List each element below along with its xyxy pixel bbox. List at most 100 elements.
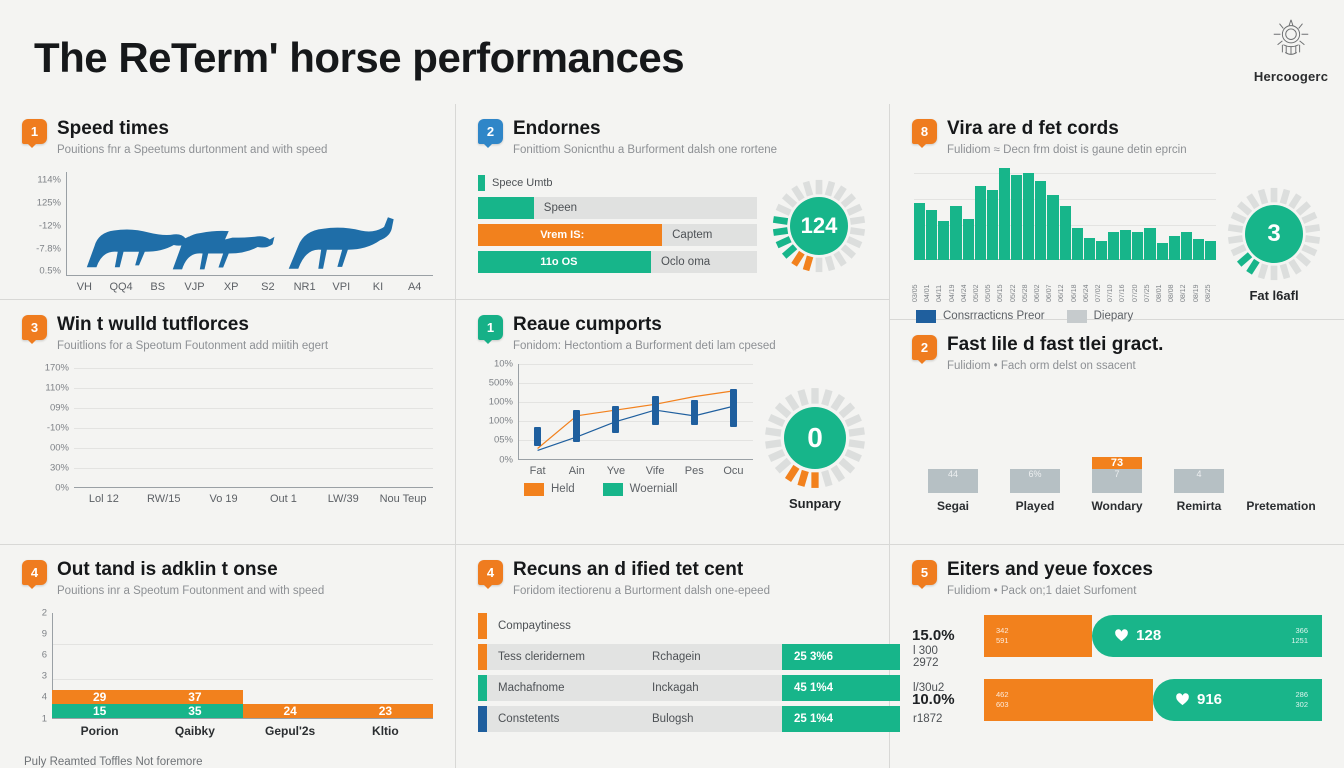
bar[interactable]	[974, 186, 986, 260]
gauge-tick	[1257, 188, 1269, 205]
panel-win-tutflorces: 3 Win t wulld tutflorces Fouitlions for …	[0, 300, 455, 544]
endornes-body: Spece Umtb Speen Vrem IS: Captem 11o OS	[478, 174, 867, 278]
line-plot: 10% 500% 100% 100% 05% 0%	[489, 358, 753, 465]
table-row[interactable]: Compaytiness	[478, 612, 867, 639]
table-row[interactable]: Machafnome Inckagah 45 1%4 l/30u2	[478, 674, 944, 701]
legend-item[interactable]: Diepary	[1066, 309, 1133, 323]
gauge-tick	[765, 426, 782, 437]
x-axis-label: 05/15	[997, 284, 1005, 302]
x-axis-label: Pretemation	[1246, 498, 1316, 513]
vira-gauge-wrap: 3 Fat l6afl	[1226, 168, 1322, 323]
candle-column[interactable]	[636, 364, 675, 460]
legend-item[interactable]: Woerniall	[602, 482, 678, 496]
bar-column[interactable]: 44	[912, 468, 994, 493]
gridline	[518, 402, 753, 404]
row-value-badge: 25 3%6	[782, 643, 900, 670]
bar[interactable]	[1035, 180, 1047, 260]
page-header: The ReTerm' horse performances Hercooger…	[0, 0, 1344, 104]
bar[interactable]	[1205, 241, 1217, 260]
panel-subtitle: Fonidom: Hectontiom a Burforment deti la…	[513, 339, 776, 352]
panel-title: Recuns an d ified tet cent	[513, 559, 744, 580]
gridline	[74, 467, 433, 469]
y-axis	[52, 612, 53, 719]
bar-column[interactable]: 6%	[994, 468, 1076, 493]
gauge-tick	[844, 413, 862, 427]
bar[interactable]	[1168, 235, 1180, 260]
legend-label: Woerniall	[629, 483, 678, 496]
bar[interactable]	[1095, 241, 1107, 260]
bar[interactable]	[1011, 175, 1023, 260]
bar[interactable]	[962, 219, 974, 260]
progress-row[interactable]: 15.0% 342 591 128 366 1251	[912, 614, 1322, 657]
bar[interactable]	[1180, 232, 1192, 260]
bar[interactable]	[1144, 228, 1156, 260]
bar[interactable]	[998, 167, 1010, 260]
table-row[interactable]: Tess cleridernem Rchagein 25 3%6 l 300 2972	[478, 643, 939, 670]
x-axis-label: Nou Teup	[379, 492, 427, 505]
endornes-row[interactable]: 11o OS Oclo oma	[478, 250, 757, 273]
row-end-value: l 300 2972	[913, 644, 939, 669]
y-tick-label: 09%	[49, 402, 69, 414]
bar-column[interactable]: 24	[242, 703, 338, 718]
row-swatch-icon	[478, 612, 487, 639]
y-tick-label: 4	[41, 691, 47, 703]
bar[interactable]	[1083, 237, 1095, 260]
x-axis-label: Vo 19	[209, 492, 238, 505]
bar[interactable]	[1192, 239, 1204, 260]
bar[interactable]	[1071, 228, 1083, 260]
row-name: Machafnome	[498, 681, 565, 694]
reaue-gauge-wrap: 0 Sunpary	[763, 364, 867, 511]
bar[interactable]	[926, 209, 938, 260]
table-row[interactable]: Constetents Bulogsh 25 1%4 r1872	[478, 705, 942, 732]
endornes-row[interactable]: Vrem IS: Captem	[478, 223, 757, 246]
legend-item[interactable]: Held	[524, 482, 575, 496]
bar[interactable]	[1132, 232, 1144, 260]
bar[interactable]	[1120, 230, 1132, 260]
panel-subtitle: Fulidiom ≈ Decn frm doist is gaune detin…	[947, 143, 1187, 156]
candle-column[interactable]	[675, 364, 714, 460]
bar-column[interactable]: 4	[1158, 468, 1240, 493]
bar-segment-base: 44	[927, 468, 979, 493]
bar-fill	[478, 250, 651, 273]
x-axis-label: 04/11	[936, 284, 944, 302]
bar-segment-base: 6%	[1009, 468, 1061, 493]
candle-column[interactable]	[714, 364, 753, 460]
candle-column[interactable]	[596, 364, 635, 460]
gauge-tick	[765, 438, 782, 449]
bar-column[interactable]: 23	[337, 703, 433, 718]
endornes-legend-row: Spece Umtb	[478, 174, 757, 192]
bar[interactable]	[1047, 195, 1059, 260]
legend-item[interactable]: Consrracticns Preor	[916, 309, 1045, 323]
bar[interactable]	[986, 189, 998, 260]
bar[interactable]	[1023, 173, 1035, 260]
gauge-tick	[1295, 200, 1312, 216]
gauge-tick	[802, 180, 814, 197]
bar[interactable]	[1059, 206, 1071, 260]
gauge-tick	[775, 203, 792, 216]
panel-number-badge: 2	[478, 119, 503, 148]
bar-value-label: 29	[52, 689, 148, 704]
legend-swatch-icon	[524, 482, 544, 496]
bar[interactable]	[1156, 243, 1168, 260]
x-axis-label: 06/18	[1070, 284, 1078, 302]
bar-column[interactable]: 37 35	[147, 689, 243, 718]
candle	[729, 388, 737, 428]
bar[interactable]	[950, 206, 962, 260]
y-tick-label: 125%	[36, 197, 61, 209]
bar-column[interactable]: 29 15	[52, 689, 148, 718]
bar[interactable]	[938, 221, 950, 260]
candle-column[interactable]	[518, 364, 557, 460]
bar[interactable]	[914, 202, 926, 260]
bar[interactable]	[1108, 232, 1120, 260]
bar-column[interactable]: 73 7	[1076, 456, 1158, 493]
panel-out-tand: 4 Out tand is adklin t onse Pouitions in…	[0, 545, 455, 768]
bar-label: Speen	[543, 201, 578, 214]
vira-gauge: 3	[1226, 186, 1322, 282]
x-axis-label: Porion	[80, 723, 119, 738]
panel-number-badge: 4	[478, 560, 503, 589]
x-axis-label: 04/24	[960, 284, 968, 302]
candle-column[interactable]	[557, 364, 596, 460]
gauge-tick	[1279, 263, 1291, 279]
progress-row[interactable]: 10.0% 462 603 916 286 302	[912, 678, 1322, 721]
endornes-row[interactable]: Speen	[478, 196, 757, 219]
